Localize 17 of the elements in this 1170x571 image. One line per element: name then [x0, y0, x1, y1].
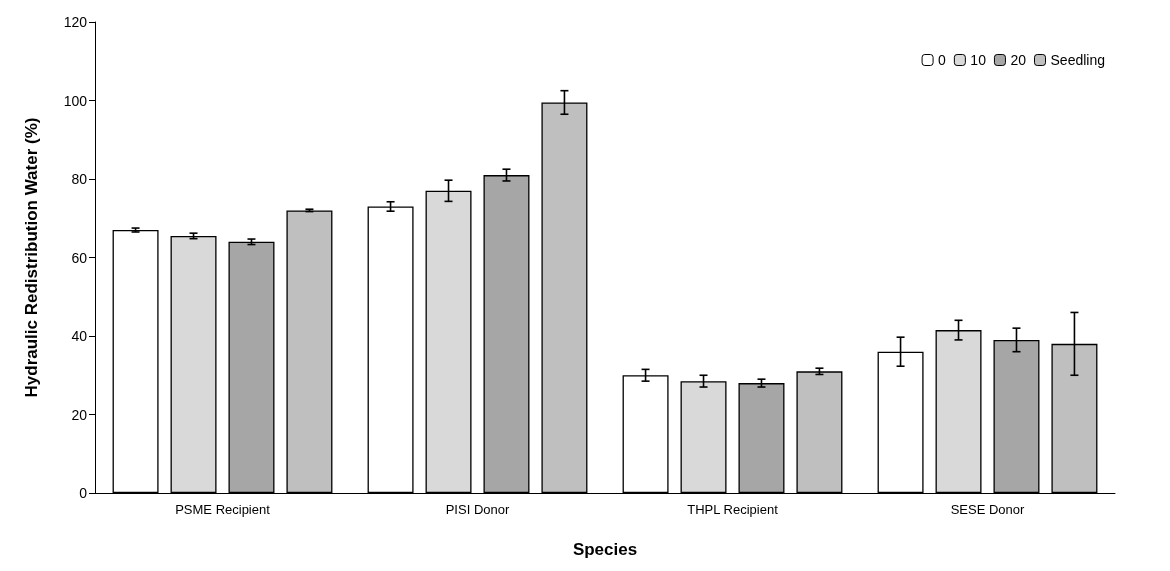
y-tick-label: 120: [63, 14, 88, 30]
x-axis-title: Species: [572, 540, 638, 559]
x-tick-label: SESE Donor: [950, 502, 1026, 517]
y-tick-label: 60: [71, 249, 88, 266]
y-tick-label: 40: [71, 328, 88, 344]
legend-label: 10: [970, 52, 987, 68]
y-tick-label: 80: [71, 171, 88, 187]
legend-label: 0: [938, 52, 947, 68]
y-tick-label: 20: [71, 406, 88, 423]
x-tick-label: THPL Recipient: [687, 502, 779, 517]
y-axis-title: Hydraulic Redistribution Water (%): [22, 117, 41, 398]
y-tick-label: 0: [79, 485, 88, 501]
legend-label: 20: [1010, 52, 1027, 68]
legend-label: Seedling: [1050, 52, 1106, 68]
x-tick-label: PISI Donor: [445, 502, 510, 517]
y-tick-label: 100: [63, 92, 88, 109]
x-tick-label: PSME Recipient: [175, 502, 271, 517]
